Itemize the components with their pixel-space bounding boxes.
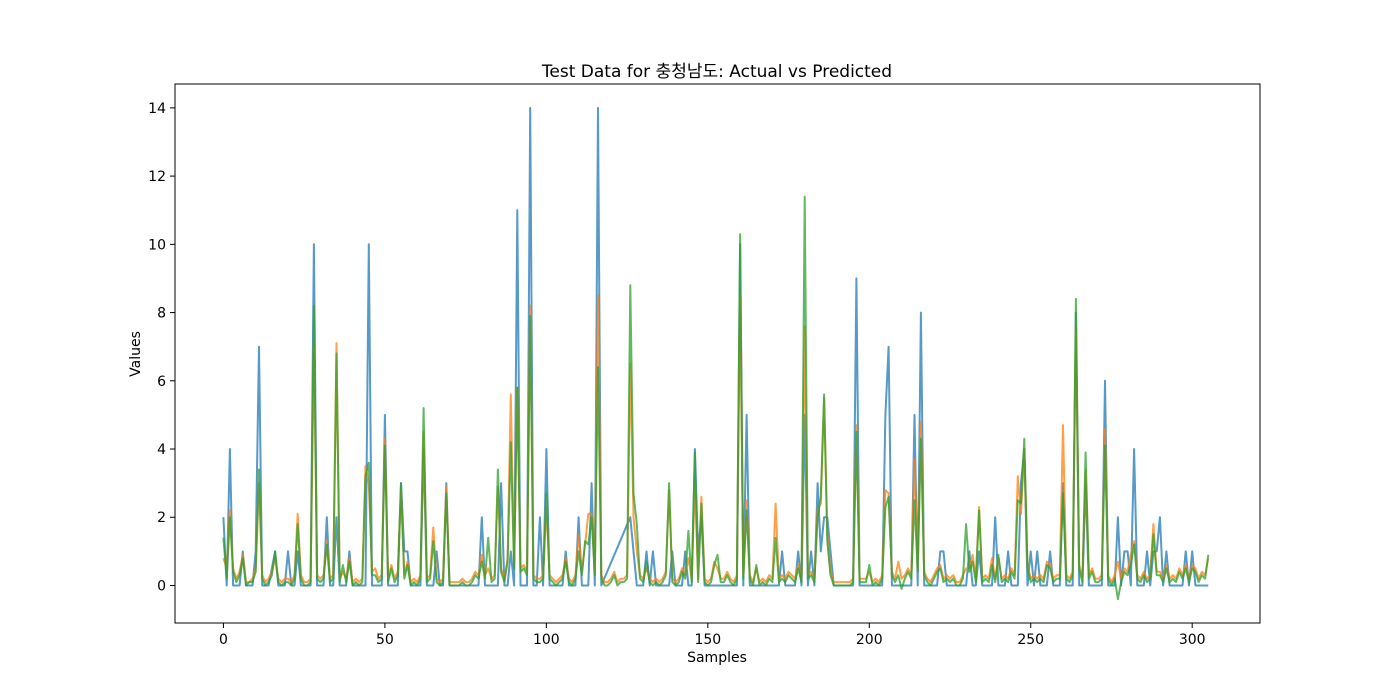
x-tick-label: 300	[1179, 632, 1206, 648]
series-line-3	[222, 195, 1210, 601]
x-axis: 0 50 100 150 200 250 300	[219, 623, 1206, 648]
x-tick-label: 0	[219, 632, 228, 648]
y-tick-label: 12	[148, 169, 166, 185]
x-tick-label: 50	[376, 632, 394, 648]
y-tick-label: 4	[157, 442, 166, 458]
y-tick-label: 6	[157, 374, 166, 390]
y-tick-label: 14	[148, 101, 166, 117]
chart-title: Test Data for 충청남도: Actual vs Predicted	[541, 62, 892, 82]
y-tick-label: 8	[157, 306, 166, 322]
y-tick-label: 0	[157, 578, 166, 594]
plot-frame	[174, 83, 1261, 624]
y-axis: 0 2 4 6 8 10 12 14	[148, 101, 175, 594]
x-tick-label: 100	[533, 632, 560, 648]
series-layer	[222, 106, 1210, 601]
y-tick-label: 10	[148, 237, 166, 253]
x-tick-label: 250	[1017, 632, 1044, 648]
x-tick-label: 200	[856, 632, 883, 648]
x-tick-label: 150	[694, 632, 721, 648]
x-axis-label: Samples	[687, 650, 747, 666]
y-axis-label: Values	[128, 331, 144, 377]
y-tick-label: 2	[157, 510, 166, 526]
